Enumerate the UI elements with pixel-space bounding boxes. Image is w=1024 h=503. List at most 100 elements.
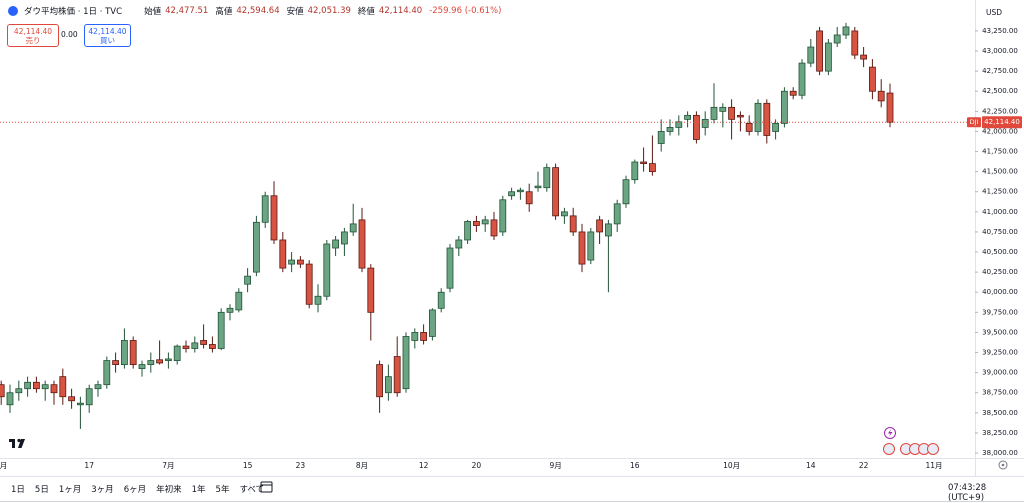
candle-body xyxy=(613,203,621,225)
candle-body xyxy=(15,388,23,394)
calendar-icon[interactable] xyxy=(260,481,273,493)
y-tick-label: 41,000.00 xyxy=(982,208,1018,216)
price-tag-price: 42,114.40 xyxy=(984,118,1020,126)
range-button[interactable]: 5日 xyxy=(34,485,49,495)
y-tick-label: 42,000.00 xyxy=(982,127,1018,135)
range-button[interactable]: 年初来 xyxy=(156,485,182,495)
x-tick-label: 23 xyxy=(296,461,306,470)
candle-body xyxy=(244,275,252,285)
candle-body xyxy=(173,345,181,361)
range-button[interactable]: 3ヶ月 xyxy=(91,485,114,495)
candle-body xyxy=(737,114,744,118)
candle-body xyxy=(842,26,850,36)
candle-body xyxy=(147,360,155,365)
y-tick-label: 40,250.00 xyxy=(982,268,1018,276)
candle-body xyxy=(745,123,753,132)
ohlc-value: 42,594.64 xyxy=(236,6,280,16)
y-tick-label: 42,250.00 xyxy=(982,107,1018,115)
candle-body xyxy=(226,307,234,313)
spread: 0.00 xyxy=(61,30,78,39)
candle-body xyxy=(129,340,137,365)
candle-body xyxy=(0,384,5,398)
candle-body xyxy=(525,191,533,205)
x-tick-label: 6月 xyxy=(0,461,7,470)
x-tick-label: 12 xyxy=(419,461,429,470)
price-tag-symbol: DJI xyxy=(970,118,979,126)
clock[interactable]: 07:43:28 (UTC+9) xyxy=(948,483,987,503)
candle-body xyxy=(508,191,516,197)
y-tick-label: 38,500.00 xyxy=(982,409,1018,417)
candle-body xyxy=(499,199,507,233)
candle-body xyxy=(789,90,797,96)
price-axis: 38,000.00 38,250.00 38,500.00 38,750.00 39,0… xyxy=(967,27,1022,457)
sell-button[interactable]: 42,114.40 売り xyxy=(7,24,59,47)
y-tick-label: 38,000.00 xyxy=(982,449,1018,457)
candle-body xyxy=(657,131,665,144)
plot-area xyxy=(0,22,975,429)
candle-body xyxy=(816,30,823,72)
candle-body xyxy=(314,295,322,305)
candle-body xyxy=(296,259,304,265)
event-icons xyxy=(883,427,939,455)
candle-body xyxy=(587,231,595,261)
time-axis: 6月 17 7月 15 23 8月 12 20 9月 16 10月 14 22 11月 xyxy=(0,461,943,470)
candle-body xyxy=(693,114,700,140)
range-button[interactable]: すべて xyxy=(239,485,265,495)
x-tick-label: 20 xyxy=(472,461,482,470)
ohlc-label: 安値 xyxy=(286,7,304,17)
candle-body xyxy=(763,102,771,136)
price-change: -259.96 (-0.61%) xyxy=(429,6,502,16)
ohlc-label: 始値 xyxy=(144,7,162,17)
candle-body xyxy=(472,221,480,226)
candle-body xyxy=(490,219,498,237)
settings-icon[interactable] xyxy=(998,460,1008,470)
candle-body xyxy=(138,364,146,370)
range-button[interactable]: 1ヶ月 xyxy=(58,485,82,495)
candle-body xyxy=(552,167,559,217)
candle-body xyxy=(270,195,278,241)
candle-body xyxy=(305,263,313,305)
candle-body xyxy=(869,66,876,92)
candle-body xyxy=(349,223,357,233)
symbol-header: ダウ平均株価 · 1日 · TVC 始値 42,477.51 高値 42,594.6… xyxy=(8,5,501,17)
candle-body xyxy=(631,161,639,181)
y-tick-label: 39,500.00 xyxy=(982,328,1018,336)
candle-body xyxy=(825,42,832,72)
candle-body xyxy=(886,92,894,123)
candle-body xyxy=(112,360,119,365)
y-tick-label: 43,250.00 xyxy=(982,27,1018,35)
ohlc-value: 42,051.39 xyxy=(307,6,351,16)
candle-body xyxy=(640,161,647,165)
candle-body xyxy=(649,163,656,173)
range-button[interactable]: 6ヶ月 xyxy=(123,485,147,495)
candle-body xyxy=(376,364,384,398)
candle-body xyxy=(666,127,674,132)
range-button[interactable]: 1年 xyxy=(191,485,206,495)
candle-body xyxy=(332,239,340,249)
y-tick-label: 40,500.00 xyxy=(982,248,1018,256)
y-tick-label: 42,750.00 xyxy=(982,67,1018,75)
candle-body xyxy=(605,223,612,237)
candle-body xyxy=(59,376,67,398)
candle-body xyxy=(103,360,111,386)
candle-body xyxy=(261,195,269,223)
candle-body xyxy=(877,90,885,102)
range-button[interactable]: 5年 xyxy=(215,485,230,495)
ohlc-value: 42,477.51 xyxy=(165,6,209,16)
candle-body xyxy=(710,106,718,120)
x-tick-label: 15 xyxy=(243,461,253,470)
currency-label[interactable]: USD xyxy=(986,8,1003,17)
buy-price: 42,114.40 xyxy=(88,26,127,36)
range-button[interactable]: 1日 xyxy=(11,485,25,495)
sell-price: 42,114.40 xyxy=(13,26,53,36)
candle-body xyxy=(367,267,375,313)
y-tick-label: 39,250.00 xyxy=(982,349,1018,357)
symbol-title[interactable]: ダウ平均株価 · 1日 · TVC xyxy=(24,7,123,17)
candle-body xyxy=(68,396,75,402)
y-tick-label: 41,500.00 xyxy=(982,168,1018,176)
buy-button[interactable]: 42,114.40 買い xyxy=(84,24,131,47)
candle-body xyxy=(860,54,867,60)
x-tick-label: 9月 xyxy=(549,461,561,470)
x-tick-label: 14 xyxy=(806,461,816,470)
